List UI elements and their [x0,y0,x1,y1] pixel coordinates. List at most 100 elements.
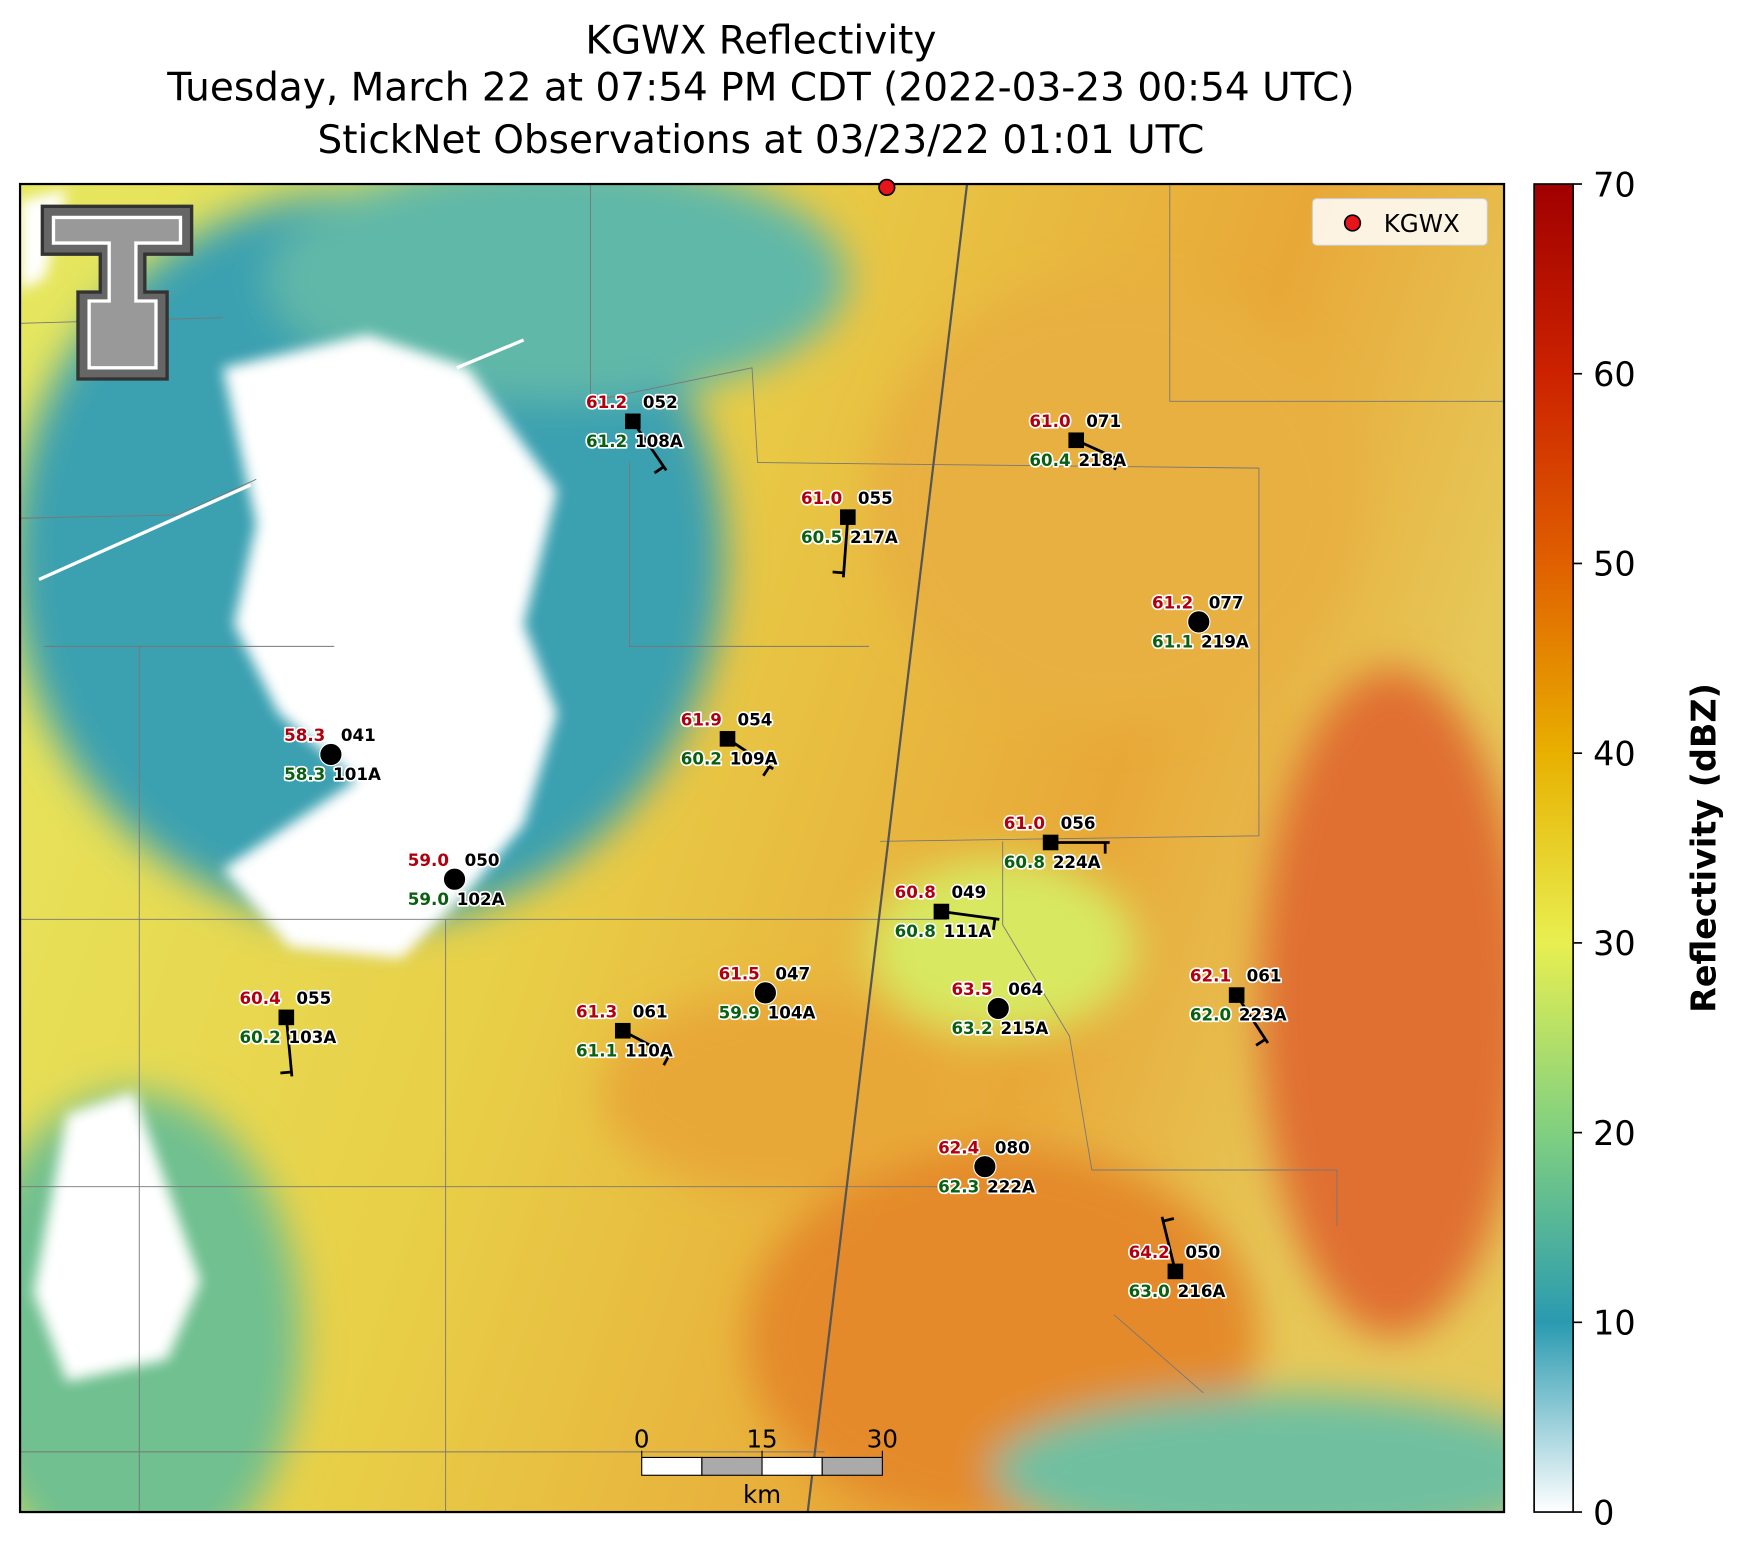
dewpoint: 59.9 [719,1002,760,1022]
scale-tick-label: 15 [746,1424,777,1453]
temperature: 61.3 [576,1001,617,1021]
station-marker [973,1154,997,1179]
colorbar [1533,183,1574,1513]
station-id: 222A [987,1176,1035,1196]
station-id: 109A [730,748,778,768]
temperature: 64.2 [1129,1242,1170,1262]
station-value: 055 [296,988,331,1008]
scale-segment [641,1456,703,1476]
dewpoint: 61.2 [586,431,627,451]
colorbar-tick-label: 50 [1593,545,1636,584]
temperature: 61.2 [586,392,627,412]
station: 60.4 055 60.2 103A [238,986,338,1077]
station: 61.5 047 59.9 104A [717,962,817,1024]
wind-barb [631,420,668,472]
dewpoint: 60.8 [895,921,936,941]
station: 61.2 077 61.1 219A [1150,591,1250,653]
wind-barb [941,910,1000,921]
station-marker [719,731,736,747]
station: 61.2 052 61.2 108A [584,390,685,475]
station-value: 054 [738,709,773,729]
wind-barb [1160,1216,1177,1272]
dewpoint: 60.2 [681,748,722,768]
station-id: 101A [333,764,381,784]
station-marker [278,1009,295,1026]
wind-barb [1235,994,1270,1044]
colorbar-label: Reflectivity (dBZ) [1685,683,1724,1013]
station-marker [1042,834,1059,851]
station-id: 223A [1239,1005,1287,1025]
wind-barb-flag [653,465,665,475]
scale-tick-label: 30 [867,1424,898,1453]
dewpoint: 58.3 [284,764,325,784]
station-value: 055 [858,488,893,508]
colorbar-tick-label: 10 [1593,1304,1636,1343]
temperature: 61.0 [1029,411,1070,431]
legend-label: KGWX [1384,209,1460,238]
station: 61.9 054 60.2 109A [679,708,779,777]
title-line: StickNet Observations at 03/23/22 01:01 … [318,118,1205,163]
station: 62.1 061 62.0 223A [1188,964,1288,1047]
station-marker [625,413,641,430]
station-value: 047 [775,963,810,983]
station-value: 077 [1209,592,1244,612]
colorbar-tick-label: 40 [1593,734,1636,773]
wind-barb [841,517,850,578]
colorbar-tick-label: 60 [1593,355,1636,394]
ttu-logo [40,204,194,381]
station-marker [986,996,1010,1021]
temperature: 62.1 [1190,966,1231,986]
station-id: 224A [1053,852,1101,872]
colorbar-tick-label: 70 [1593,165,1636,204]
station-marker [1187,610,1211,634]
temperature: 60.4 [240,988,281,1008]
scale-tick-label: 0 [634,1424,650,1453]
temperature: 62.4 [938,1137,979,1157]
station: 64.2 050 63.0 216A [1127,1216,1227,1303]
stations: 61.2 052 61.2 108A 61.0 055 60.5 217A 61.0 071 60.… [238,390,1289,1303]
dewpoint: 61.1 [1152,631,1193,651]
colorbar-ticks: 0 10 20 30 40 50 60 70 [1573,165,1636,1532]
temperature: 58.3 [284,725,325,745]
wind-barb-flag [992,918,997,930]
radar-site-marker [878,178,896,197]
scale-bar: 0 15 30 km [634,1424,898,1509]
station-id: 217A [850,527,898,547]
plot-frame [18,182,1506,1514]
station-id: 216A [1178,1281,1226,1301]
colorbar-tick-label: 20 [1593,1114,1636,1153]
station: 60.8 049 60.8 111A [893,880,1000,943]
legend-box [1311,197,1488,246]
wind-barb-flag [1162,1217,1175,1223]
station-marker [1167,1263,1184,1280]
station-id: 102A [457,889,505,909]
dewpoint: 59.0 [408,889,449,909]
wind-barb-flag [1113,459,1121,471]
station-marker [1068,432,1085,449]
station-id: 110A [625,1040,673,1060]
station-id: 104A [768,1002,816,1022]
scale-segment [701,1456,763,1476]
station: 61.3 061 61.1 110A [574,1000,675,1066]
station-id: 103A [289,1027,337,1047]
station-value: 050 [1185,1242,1220,1262]
dewpoint: 60.5 [801,527,842,547]
station-value: 041 [341,725,376,745]
wind-barb-flag [662,1054,671,1066]
temperature: 61.2 [1152,592,1193,612]
scale-segment [821,1456,883,1476]
station-value: 071 [1086,411,1121,431]
station-value: 049 [951,882,986,902]
station-marker [319,742,343,767]
station-value: 061 [1247,966,1282,986]
dewpoint: 63.0 [1129,1281,1170,1301]
dewpoint: 62.3 [938,1176,979,1196]
station: 63.5 064 63.2 215A [950,977,1050,1039]
dewpoint: 62.0 [1190,1005,1231,1025]
wind-barb [284,1017,294,1077]
station-marker [1228,987,1245,1003]
station-value: 064 [1008,979,1043,999]
temperature: 61.0 [1004,813,1045,833]
wind-barb-flag [1255,1038,1267,1047]
